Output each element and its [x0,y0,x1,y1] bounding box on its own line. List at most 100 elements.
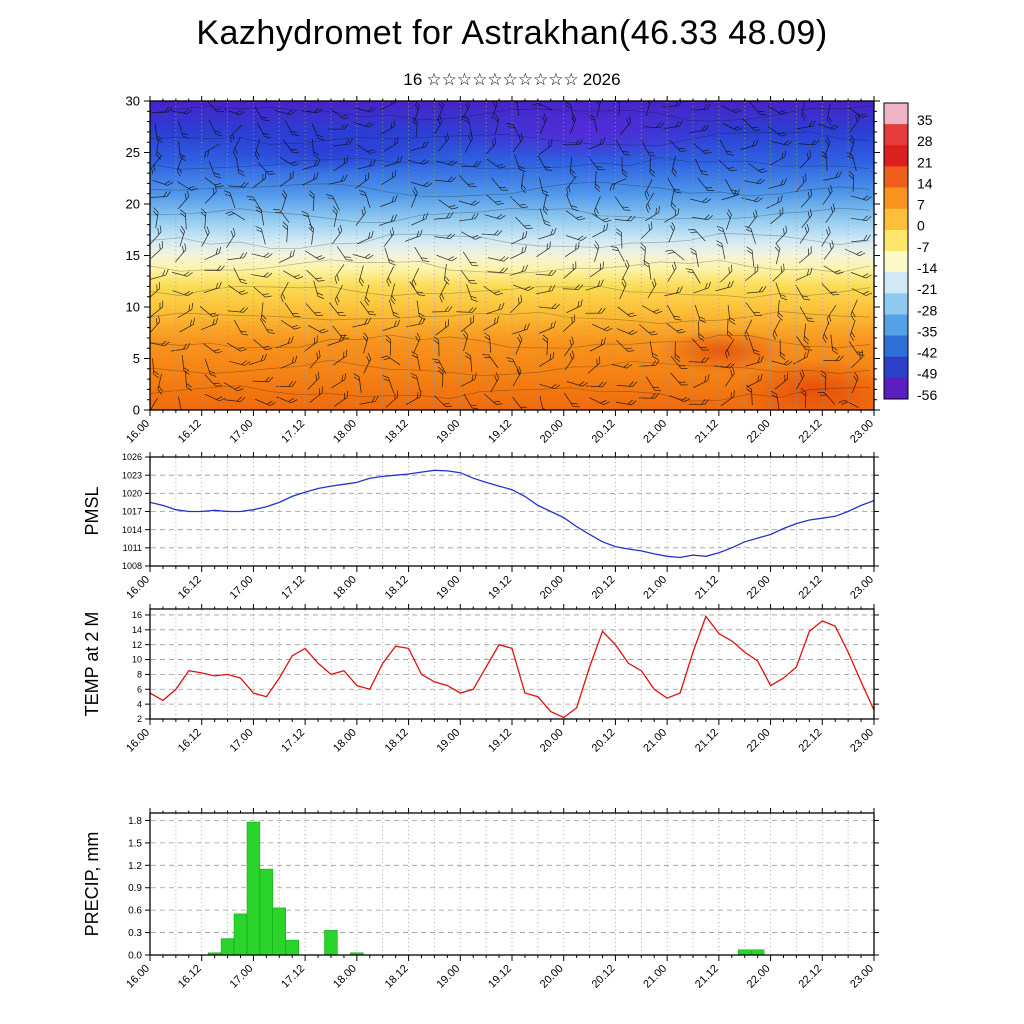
wind-barb [615,140,631,156]
wind-barb [511,323,530,335]
wind-barb [327,334,346,346]
wind-barb [411,268,420,289]
wind-barb [539,383,561,390]
wind-barb [490,372,499,393]
wind-barb [434,233,456,239]
wind-barb [204,359,217,377]
wind-barb [777,299,784,321]
wind-barb [275,109,296,116]
wind-barb [208,119,223,137]
wind-barb [252,376,274,383]
temp-panel: 16.00 16.12 17.00 17.12 18.00 18.12 19.00 19.12… [124,604,879,755]
x-tick-label: 16.12 [176,574,204,602]
x-tick-label: 22.00 [745,963,773,991]
precip-bar [750,949,765,956]
wind-barb [481,229,503,236]
wind-barb [512,366,522,387]
wind-barb [223,190,236,209]
wind-barb [641,305,663,314]
wind-barb [493,113,500,135]
wind-barb [362,332,369,354]
wind-barb [177,181,198,191]
colorbar-segment [884,293,908,315]
wind-barb [251,272,273,278]
wind-barb [669,139,687,152]
wind-barb [185,370,192,391]
wind-barb [410,372,421,392]
wind-barb [749,101,767,115]
wind-barb [564,350,575,371]
wind-barb [664,286,683,297]
colorbar-label: -14 [917,260,937,276]
y-tick-label: 1020 [122,488,142,498]
wind-barb [355,107,377,113]
subtitle-stars: ☆☆☆☆☆☆☆☆☆☆ [426,70,579,89]
wind-barb [666,323,686,334]
wind-barb [486,302,505,315]
pmsl-line [149,469,875,559]
wind-barb [695,158,709,176]
y-tick-label: 8 [137,670,142,680]
wind-barb [309,386,323,403]
wind-barb [438,199,459,210]
x-tick-label: 16.00 [124,574,152,602]
wind-barb [688,357,710,363]
wind-barb [715,280,734,292]
wind-barb [253,339,273,351]
wind-barb [179,209,187,230]
wind-barb [150,240,164,259]
wind-barb [336,246,353,261]
wind-barb [487,256,509,262]
y-tick-label: 14 [132,625,142,635]
wind-barb [616,228,623,249]
wind-barb [796,369,805,390]
wind-barb [591,213,612,223]
wind-barb [775,282,788,301]
x-tick-label: 17.12 [279,574,307,602]
x-tick-label: 21.12 [693,574,721,602]
wind-barb [380,120,396,136]
wind-barb [772,263,785,282]
x-tick-label: 20.12 [590,963,618,991]
colorbar-segment [884,335,908,358]
wind-barb [204,393,226,402]
wind-barb [466,284,478,302]
wind-barb [411,351,421,371]
precip-bar [285,939,299,956]
wind-barb [670,355,688,369]
wind-barb [308,223,315,245]
wind-barb [801,101,807,122]
wind-barb [538,320,556,334]
wind-barb [746,373,763,388]
x-tick-label: 19.12 [486,574,514,602]
wind-barb [514,154,526,173]
wind-barb [515,216,533,229]
wind-barb [461,160,482,168]
wind-barb [484,332,492,353]
subtitle-year: 2026 [582,70,621,89]
wind-barb [616,381,638,387]
wind-barb [385,390,399,408]
precip-bar [738,949,752,956]
wind-barb [692,142,712,154]
wind-barb [639,360,660,367]
x-tick-label: 22.00 [745,727,773,755]
wind-barb [538,227,557,240]
colorbar-segment [884,103,908,125]
wind-barb [774,243,781,265]
wind-barb [329,302,346,316]
wind-barb [352,253,374,259]
colorbar-label: 14 [917,175,933,191]
x-tick-label: 18.12 [383,574,411,602]
wind-barb [411,181,433,188]
x-tick-label: 18.00 [331,963,359,991]
wind-barb [718,159,737,172]
wind-barb [621,259,630,281]
wind-barb [414,246,430,263]
wind-barb [725,339,735,359]
wind-barb [235,156,245,177]
wind-barb [458,175,477,188]
wind-barb [564,336,574,357]
wind-barb [152,358,160,379]
colorbar-label: -7 [917,239,930,255]
